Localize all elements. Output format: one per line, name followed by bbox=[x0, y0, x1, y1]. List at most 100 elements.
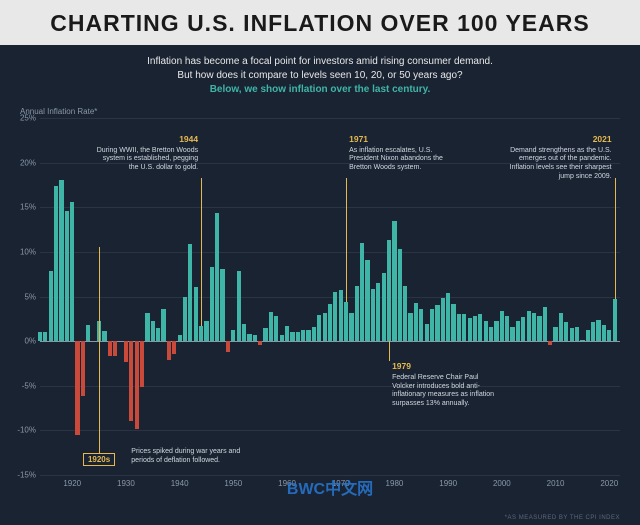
bar bbox=[108, 341, 112, 356]
bar bbox=[323, 313, 327, 341]
x-tick-label: 1980 bbox=[386, 479, 404, 488]
bar bbox=[543, 307, 547, 341]
bar bbox=[365, 260, 369, 341]
bar bbox=[559, 313, 563, 342]
bar bbox=[220, 269, 224, 341]
annotation: 1979Federal Reserve Chair Paul Volcker i… bbox=[392, 361, 497, 409]
decade-label: 1920s bbox=[83, 453, 115, 466]
y-axis-label: Annual Inflation Rate* bbox=[0, 107, 640, 116]
bar bbox=[328, 304, 332, 341]
bar bbox=[510, 327, 514, 341]
bar bbox=[392, 221, 396, 341]
bar bbox=[398, 249, 402, 341]
x-tick-label: 1920 bbox=[63, 479, 81, 488]
bar bbox=[183, 297, 187, 342]
bar bbox=[188, 244, 192, 341]
bar bbox=[151, 321, 155, 341]
bar bbox=[280, 335, 284, 341]
bar bbox=[296, 332, 300, 341]
bar bbox=[167, 341, 171, 360]
gridline bbox=[40, 252, 620, 253]
bar bbox=[59, 180, 63, 341]
bar bbox=[49, 271, 53, 342]
bar bbox=[339, 290, 343, 341]
bar bbox=[274, 316, 278, 341]
bar bbox=[596, 320, 600, 341]
bar bbox=[484, 321, 488, 342]
bar bbox=[537, 316, 541, 341]
bar bbox=[81, 341, 85, 395]
bar bbox=[70, 202, 74, 341]
bar bbox=[419, 309, 423, 341]
bar bbox=[408, 313, 412, 342]
bar bbox=[505, 316, 509, 341]
footnote: *AS MEASURED BY THE CPI INDEX bbox=[505, 515, 620, 521]
bar bbox=[532, 313, 536, 342]
bar bbox=[290, 332, 294, 341]
x-tick-label: 1990 bbox=[439, 479, 457, 488]
bar bbox=[435, 305, 439, 342]
annotation-leader bbox=[99, 247, 100, 453]
bar bbox=[237, 271, 241, 342]
gridline bbox=[40, 430, 620, 431]
bar bbox=[231, 330, 235, 342]
intro-line-3: Below, we show inflation over the last c… bbox=[40, 83, 600, 97]
bar bbox=[263, 328, 267, 341]
bar bbox=[301, 330, 305, 342]
annotation-leader bbox=[389, 341, 390, 361]
bar bbox=[441, 298, 445, 341]
gridline bbox=[40, 207, 620, 208]
bar bbox=[333, 292, 337, 341]
bar bbox=[527, 311, 531, 341]
bar bbox=[570, 328, 574, 341]
bar bbox=[602, 325, 606, 341]
bar bbox=[204, 321, 208, 342]
bar bbox=[591, 322, 595, 341]
bar bbox=[586, 330, 590, 342]
bar bbox=[135, 341, 139, 429]
y-tick-label: -10% bbox=[12, 426, 36, 435]
y-tick-label: 10% bbox=[12, 247, 36, 256]
bar bbox=[376, 283, 380, 341]
bar bbox=[494, 321, 498, 341]
bar bbox=[478, 314, 482, 341]
bar bbox=[521, 317, 525, 341]
bar bbox=[312, 327, 316, 341]
bar bbox=[613, 299, 617, 341]
x-tick-label: 2010 bbox=[547, 479, 565, 488]
annotation-leader bbox=[201, 178, 202, 326]
bar bbox=[306, 330, 310, 342]
bar bbox=[199, 326, 203, 341]
bar bbox=[172, 341, 176, 353]
y-tick-label: -15% bbox=[12, 471, 36, 480]
bar bbox=[607, 330, 611, 341]
annotation-leader bbox=[346, 178, 347, 302]
y-tick-label: 25% bbox=[12, 114, 36, 123]
bar bbox=[145, 313, 149, 341]
x-tick-label: 1950 bbox=[224, 479, 242, 488]
watermark: BWC中文网 bbox=[287, 475, 373, 499]
y-tick-label: 15% bbox=[12, 203, 36, 212]
bar bbox=[242, 324, 246, 341]
bar bbox=[210, 267, 214, 341]
gridline bbox=[40, 297, 620, 298]
bar bbox=[457, 314, 461, 341]
bar bbox=[403, 286, 407, 341]
page-title: CHARTING U.S. INFLATION OVER 100 YEARS bbox=[20, 10, 620, 37]
bar bbox=[580, 340, 584, 341]
bar bbox=[414, 303, 418, 341]
annotation: 1971As inflation escalates, U.S. Preside… bbox=[349, 134, 454, 173]
bar bbox=[349, 313, 353, 342]
intro-text: Inflation has become a focal point for i… bbox=[0, 45, 640, 101]
bar bbox=[468, 318, 472, 341]
bar bbox=[161, 309, 165, 341]
header-band: CHARTING U.S. INFLATION OVER 100 YEARS bbox=[0, 0, 640, 45]
inflation-bar-chart: -15%-10%-5%0%5%10%15%20%25%1920193019401… bbox=[40, 118, 620, 493]
y-tick-label: 5% bbox=[12, 292, 36, 301]
bar bbox=[75, 341, 79, 435]
bar bbox=[215, 213, 219, 342]
x-tick-label: 2020 bbox=[600, 479, 618, 488]
bar bbox=[317, 315, 321, 341]
annotation: 2021Demand strengthens as the U.S. emerg… bbox=[507, 134, 612, 182]
bar bbox=[43, 332, 47, 341]
